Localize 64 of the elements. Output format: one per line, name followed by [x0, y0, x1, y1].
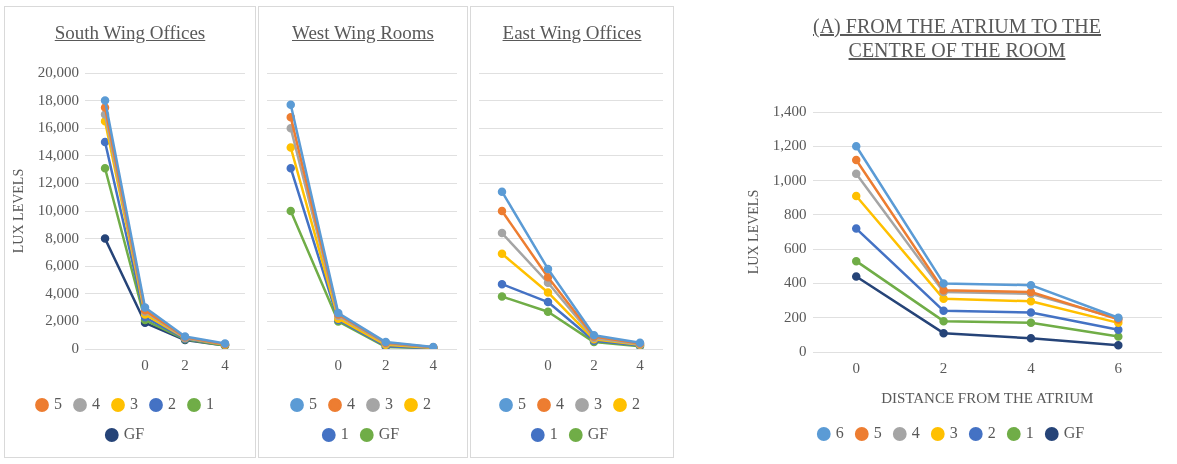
- y-tick-label: 12,000: [37, 174, 80, 191]
- legend-label: 4: [911, 424, 920, 442]
- legend-label: 2: [987, 424, 996, 442]
- legend-label: 2: [632, 395, 640, 413]
- legend-label: 3: [385, 395, 393, 413]
- legend-label: GF: [1063, 424, 1085, 442]
- legend-label: 3: [130, 395, 138, 413]
- legend-label: GF: [123, 425, 145, 443]
- legend-label: 1: [340, 425, 349, 443]
- y-tick-label: 16,000: [37, 119, 80, 136]
- x-tick-label: 4: [636, 356, 645, 373]
- y-tick-label: 14,000: [37, 146, 80, 163]
- legend-label: 3: [949, 424, 958, 442]
- legend-label: 4: [347, 395, 355, 413]
- y-tick-label: 10,000: [37, 201, 80, 218]
- x-tick-label: 4: [221, 356, 230, 373]
- y-tick-label: 8,000: [45, 229, 80, 246]
- y-tick-label: 1,400: [772, 102, 807, 119]
- legend-label: 2: [168, 395, 176, 413]
- chart-title: West Wing Rooms: [291, 21, 435, 45]
- x-axis-title: DISTANCE FROM THE ATRIUM: [881, 389, 1094, 406]
- y-tick-label: 1,200: [772, 137, 807, 154]
- y-tick-label: 0: [71, 339, 80, 356]
- chart-title: South Wing Offices: [53, 21, 207, 45]
- chart-title: East Wing Offices: [501, 21, 643, 45]
- x-tick-label: 4: [429, 356, 438, 373]
- x-tick-label: 0: [334, 356, 342, 373]
- legend-label: 5: [54, 395, 62, 413]
- legend-label: 5: [518, 395, 526, 413]
- y-axis-title: LUX LEVELS: [11, 168, 27, 254]
- x-tick-label: 2: [382, 356, 390, 373]
- legend-label: 4: [92, 395, 100, 413]
- y-tick-label: 6,000: [45, 257, 80, 274]
- y-tick-label: 1,000: [772, 171, 807, 188]
- legend-label: 1: [1025, 424, 1034, 442]
- legend-label: 1: [206, 395, 214, 413]
- legend-label: 3: [594, 395, 602, 413]
- y-tick-label: 4,000: [45, 284, 80, 301]
- legend-label: 4: [556, 395, 564, 413]
- y-axis-title: LUX LEVELS: [746, 189, 762, 275]
- y-tick-label: 0: [799, 342, 807, 359]
- legend-label: 6: [835, 424, 844, 442]
- y-tick-label: 18,000: [37, 91, 80, 108]
- y-tick-label: 2,000: [45, 312, 80, 329]
- x-tick-label: 0: [544, 356, 552, 373]
- y-tick-label: 20,000: [37, 63, 80, 80]
- x-tick-label: 2: [939, 359, 948, 376]
- y-tick-label: 600: [784, 240, 807, 257]
- x-tick-label: 0: [141, 356, 149, 373]
- x-tick-label: 6: [1114, 359, 1123, 376]
- x-tick-label: 2: [590, 356, 598, 373]
- legend-label: GF: [378, 425, 400, 443]
- legend-label: 1: [549, 425, 558, 443]
- x-tick-label: 2: [181, 356, 189, 373]
- y-tick-label: 200: [784, 308, 807, 325]
- legend-label: 2: [423, 395, 431, 413]
- x-tick-label: 4: [1027, 359, 1036, 376]
- y-tick-label: 800: [784, 205, 807, 222]
- x-tick-label: 0: [852, 359, 860, 376]
- chart-title: (A) FROM THE ATRIUM TO THE CENTRE OF THE ROOM: [812, 14, 1102, 63]
- legend-label: 5: [309, 395, 317, 413]
- legend-label: GF: [587, 425, 609, 443]
- y-tick-label: 400: [784, 274, 807, 291]
- legend-label: 5: [873, 424, 882, 442]
